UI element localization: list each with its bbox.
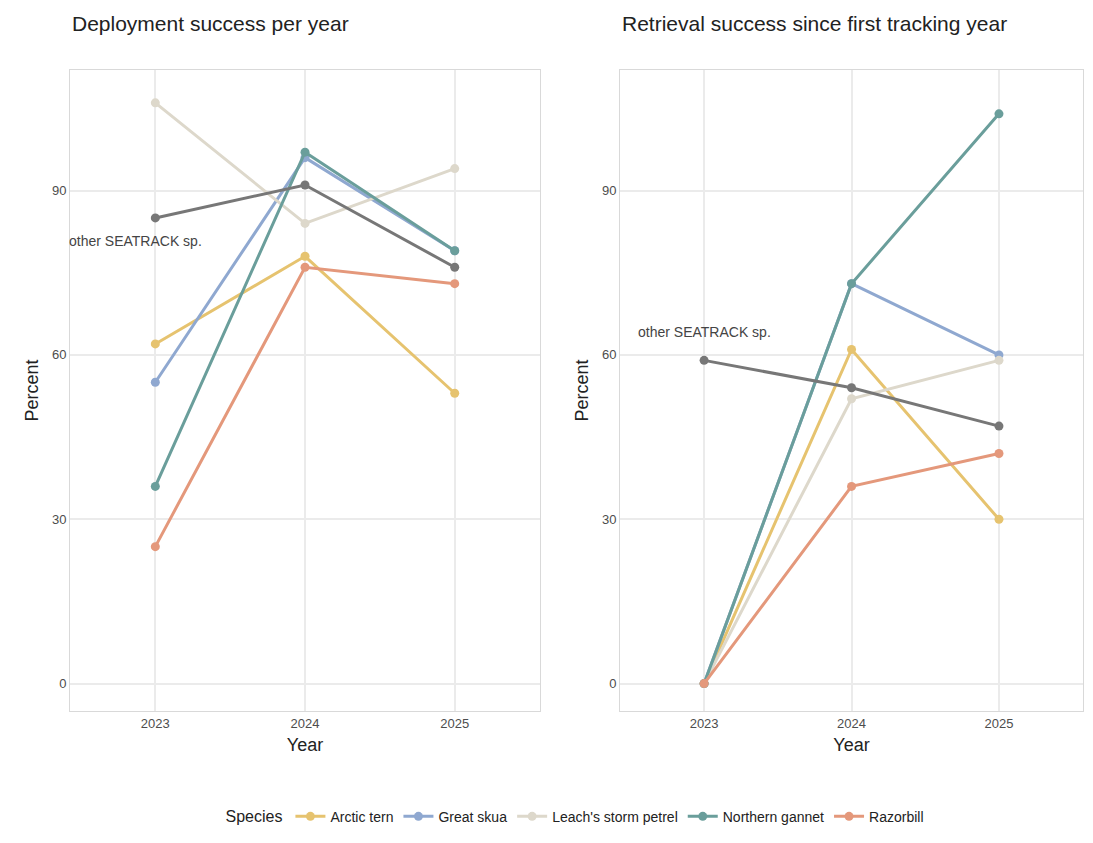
svg-text:2023: 2023: [141, 716, 170, 731]
svg-text:2023: 2023: [690, 716, 719, 731]
svg-text:Razorbill: Razorbill: [869, 809, 923, 825]
svg-text:90: 90: [602, 183, 616, 198]
svg-text:30: 30: [602, 512, 616, 527]
svg-text:Retrieval success since first: Retrieval success since first tracking y…: [622, 12, 1007, 35]
svg-text:Percent: Percent: [22, 359, 42, 421]
svg-text:2024: 2024: [291, 716, 320, 731]
svg-text:0: 0: [609, 676, 616, 691]
svg-text:30: 30: [52, 512, 66, 527]
svg-text:2024: 2024: [837, 716, 866, 731]
svg-text:Species: Species: [226, 808, 283, 825]
svg-text:other SEATRACK sp.: other SEATRACK sp.: [638, 324, 771, 340]
svg-text:other SEATRACK sp.: other SEATRACK sp.: [69, 233, 202, 249]
svg-text:2025: 2025: [440, 716, 469, 731]
svg-text:60: 60: [52, 347, 66, 362]
svg-text:Great skua: Great skua: [438, 809, 507, 825]
svg-text:0: 0: [59, 676, 66, 691]
svg-text:Deployment success per year: Deployment success per year: [72, 12, 349, 35]
svg-text:60: 60: [602, 347, 616, 362]
svg-text:Leach's storm petrel: Leach's storm petrel: [552, 809, 678, 825]
svg-text:Year: Year: [287, 735, 323, 755]
svg-text:Year: Year: [833, 735, 869, 755]
svg-text:Arctic tern: Arctic tern: [330, 809, 393, 825]
svg-text:Percent: Percent: [572, 359, 592, 421]
svg-text:2025: 2025: [984, 716, 1013, 731]
svg-text:90: 90: [52, 183, 66, 198]
svg-text:Northern gannet: Northern gannet: [723, 809, 824, 825]
